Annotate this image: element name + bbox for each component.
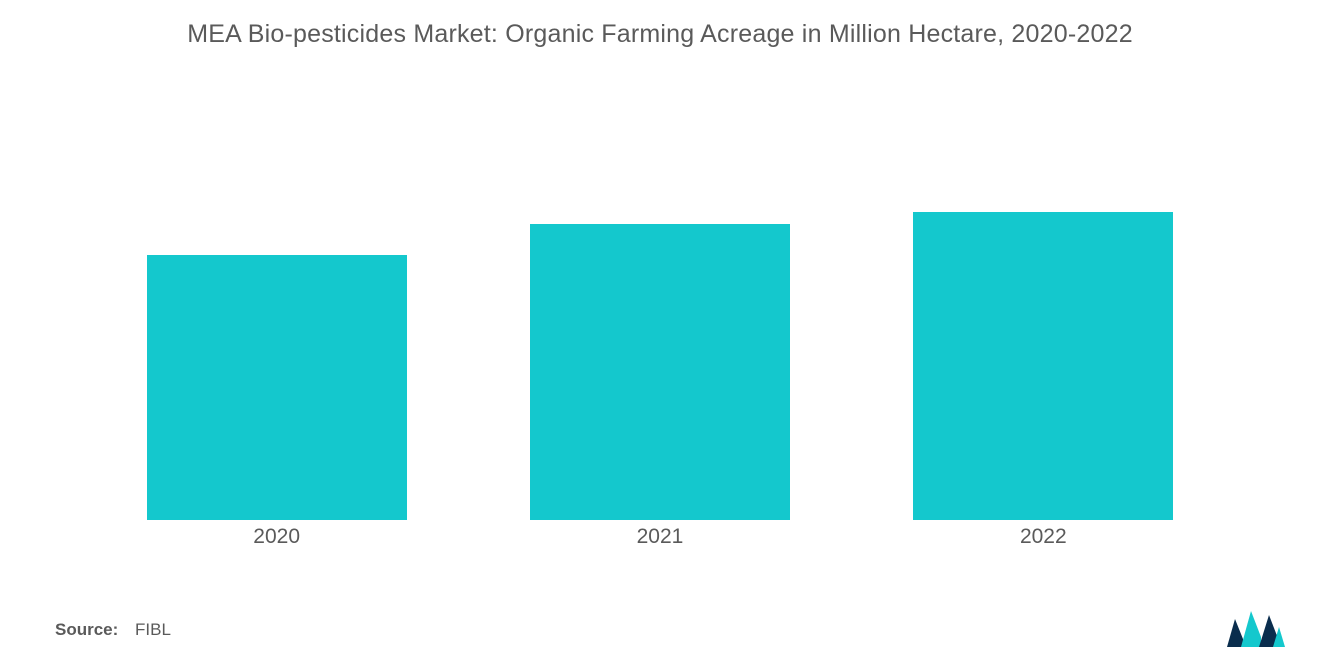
chart-plot-area bbox=[85, 120, 1235, 520]
chart-title: MEA Bio-pesticides Market: Organic Farmi… bbox=[0, 20, 1320, 49]
source-label: Source: bbox=[55, 620, 118, 639]
bar-2022 bbox=[913, 212, 1173, 520]
bar-group bbox=[913, 212, 1173, 520]
bar-2020 bbox=[147, 255, 407, 520]
source-value: FIBL bbox=[135, 620, 171, 639]
bar-group bbox=[147, 255, 407, 520]
bar-group bbox=[530, 224, 790, 520]
x-label: 2022 bbox=[913, 525, 1173, 549]
x-label: 2020 bbox=[147, 525, 407, 549]
mordor-logo-icon bbox=[1227, 609, 1285, 647]
bar-2021 bbox=[530, 224, 790, 520]
source-attribution: Source: FIBL bbox=[55, 620, 171, 640]
x-axis-labels: 2020 2021 2022 bbox=[85, 525, 1235, 549]
x-label: 2021 bbox=[530, 525, 790, 549]
